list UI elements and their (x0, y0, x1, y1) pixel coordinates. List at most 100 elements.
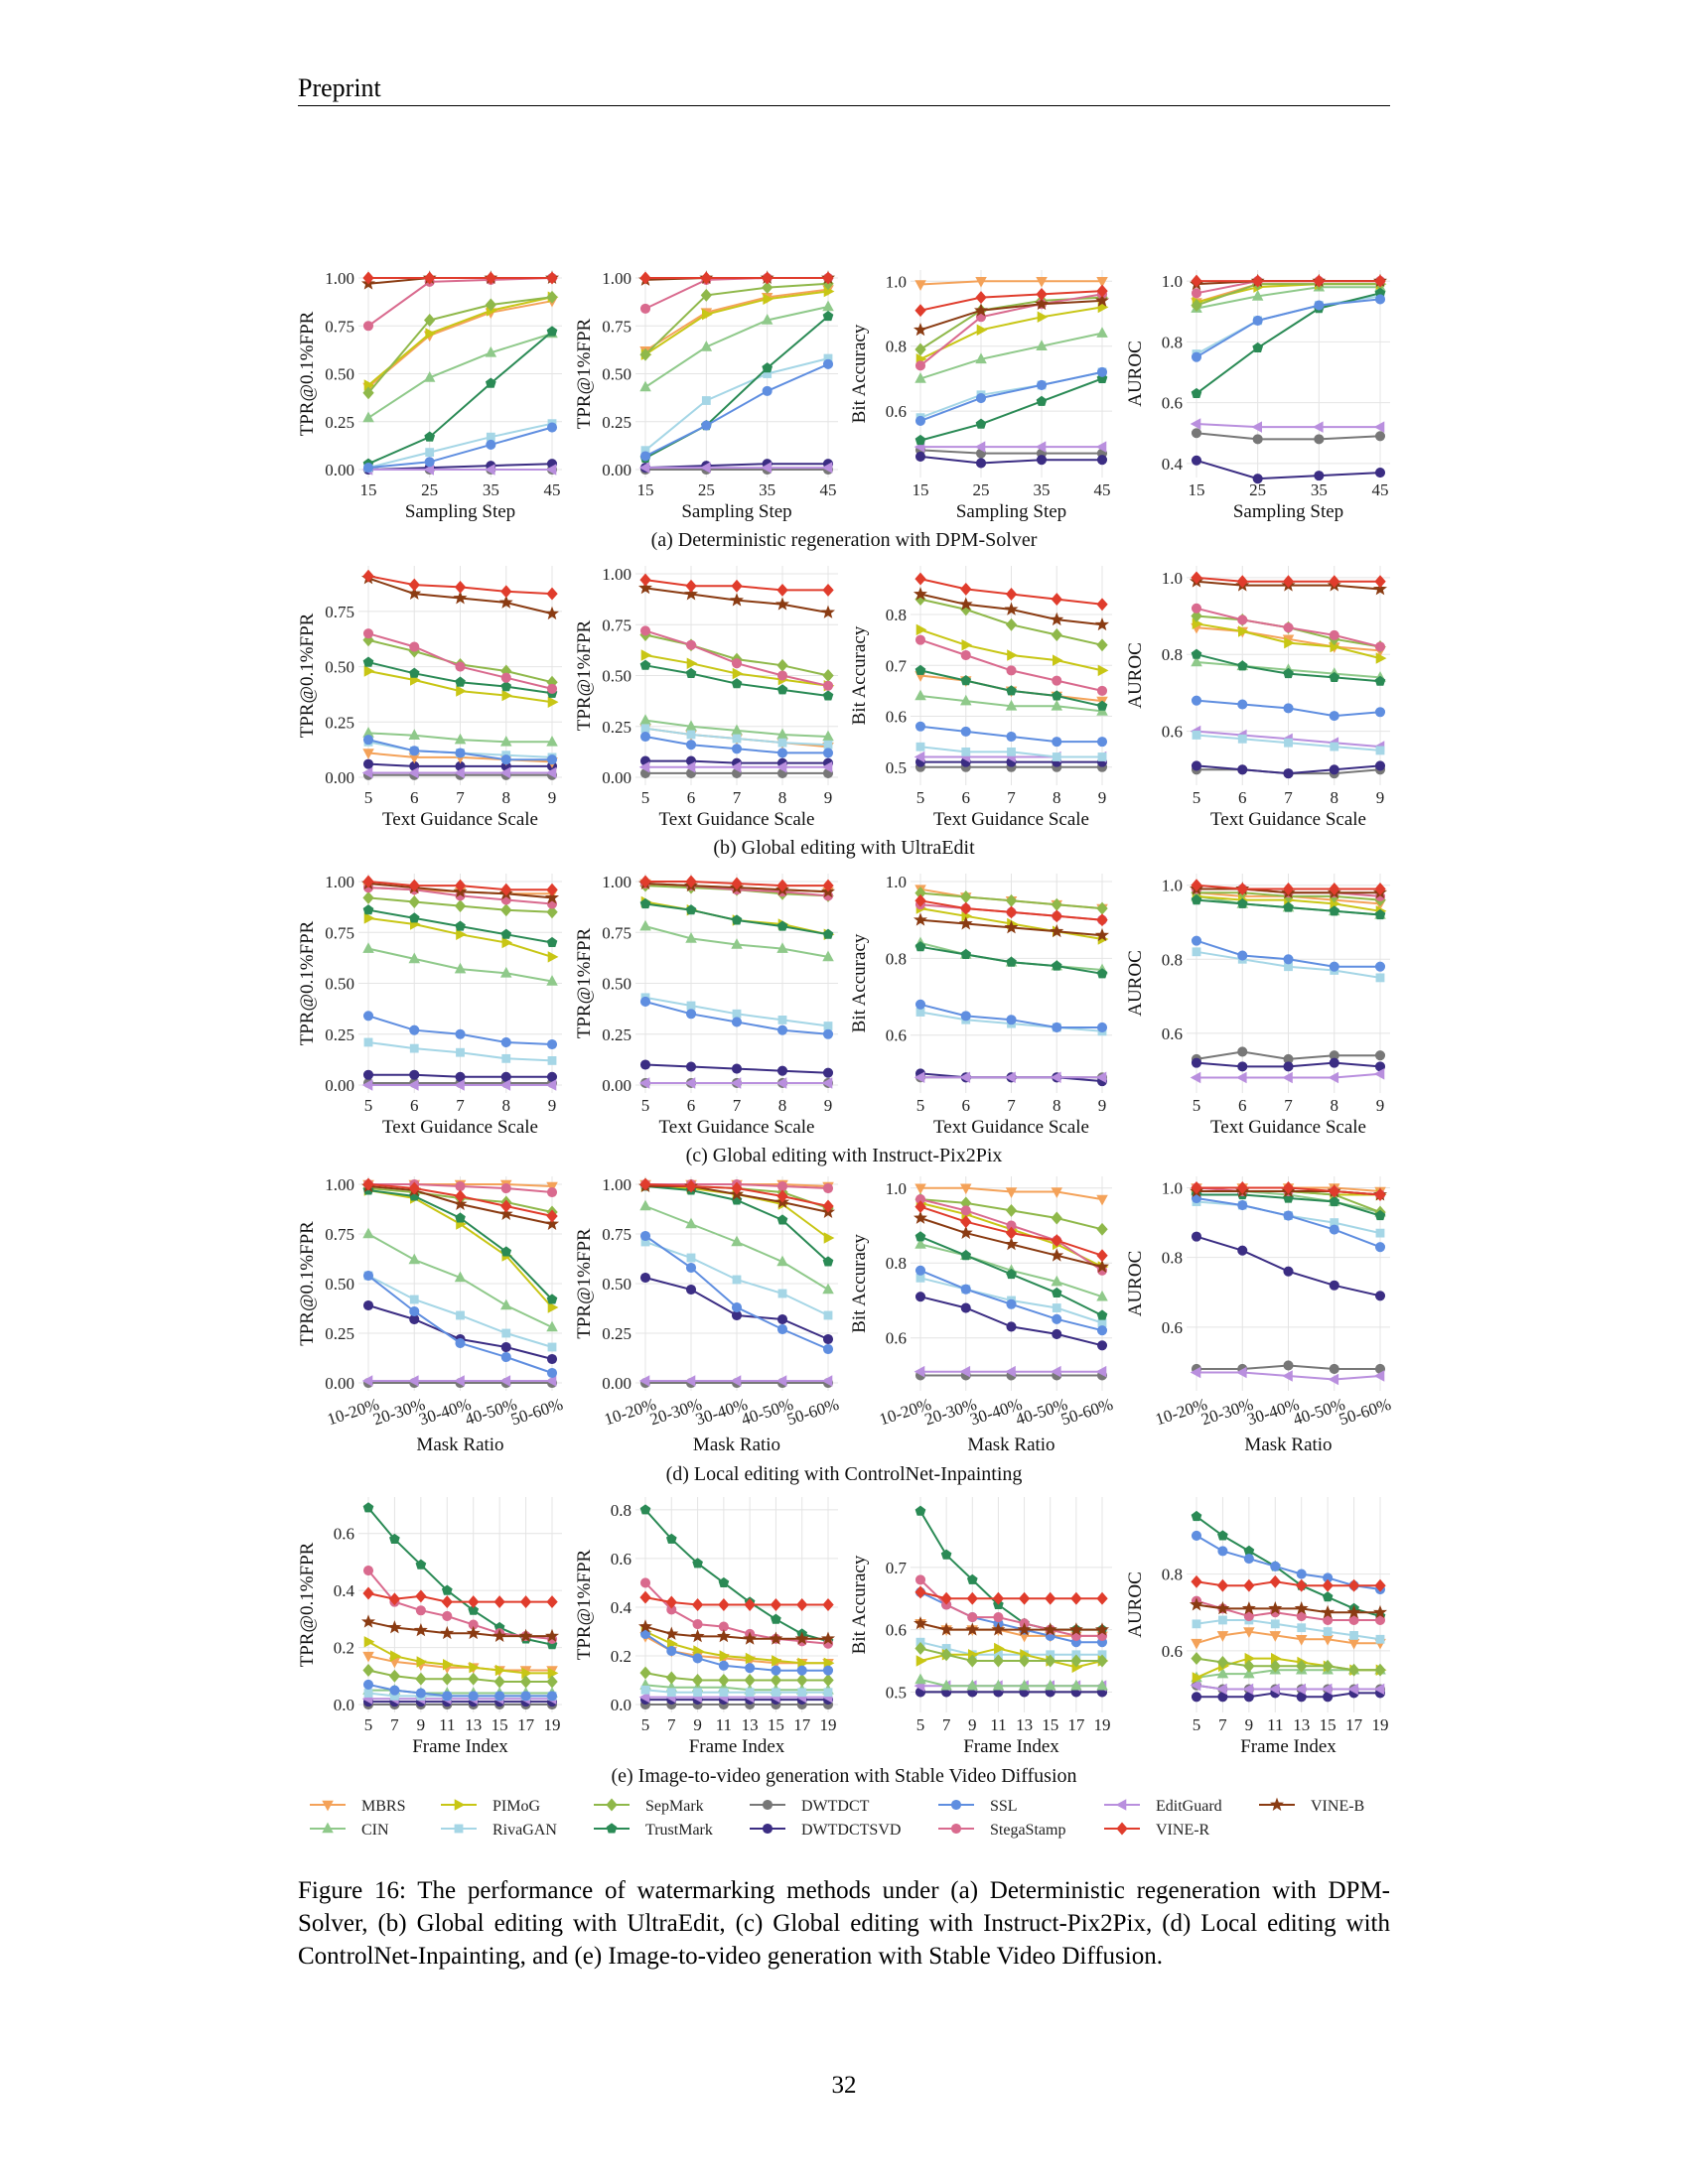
data-point (1189, 1597, 1204, 1611)
data-point (1070, 1654, 1082, 1668)
data-point (638, 462, 650, 474)
series-line (367, 426, 553, 470)
data-point (1191, 760, 1202, 771)
data-point (454, 879, 467, 892)
data-point (361, 766, 373, 779)
data-point (500, 1071, 511, 1082)
x-tick-label: 8 (1053, 788, 1061, 807)
data-point (639, 347, 651, 361)
data-point (1096, 1340, 1108, 1351)
legend-marker (322, 1800, 334, 1812)
x-tick-label: 17 (517, 1715, 535, 1734)
data-point (1237, 1046, 1248, 1057)
data-point (914, 451, 926, 462)
legend-item-cin: CIN (310, 1822, 389, 1839)
data-point (821, 462, 833, 474)
y-tick-label: 0.75 (602, 317, 632, 336)
data-point (1191, 1692, 1202, 1703)
series-line (919, 370, 1103, 422)
data-point (390, 1650, 401, 1662)
data-point (416, 1656, 428, 1668)
data-point (1036, 287, 1048, 301)
data-point (731, 914, 743, 925)
series-line (1196, 295, 1381, 355)
data-point (501, 936, 513, 949)
data-point (699, 462, 711, 474)
data-point (546, 1209, 558, 1223)
data-point (958, 916, 973, 930)
data-point (1270, 1561, 1281, 1571)
data-point (776, 1024, 788, 1035)
series-stegastamp (1191, 603, 1386, 652)
data-point (389, 1685, 400, 1696)
data-point (691, 1598, 704, 1611)
series-vine-r (362, 1177, 558, 1223)
data-point (1191, 299, 1202, 313)
data-point (1215, 1601, 1230, 1615)
data-point (975, 352, 987, 364)
data-point (1094, 1622, 1110, 1636)
x-tick-label: 45 (1094, 480, 1111, 499)
data-point (456, 1310, 465, 1320)
data-point (519, 1595, 532, 1609)
y-axis-label: TPR@1%FPR (574, 1549, 595, 1660)
series-vine-r (1191, 274, 1386, 288)
data-point (729, 593, 745, 607)
data-point (966, 1573, 978, 1584)
x-tick-label: 9 (417, 1715, 426, 1734)
y-tick-label: 0.8 (1162, 333, 1183, 351)
data-point (547, 1342, 557, 1352)
data-point (639, 451, 651, 462)
data-point (718, 1598, 730, 1611)
data-point (1005, 1071, 1016, 1084)
data-point (389, 1533, 400, 1544)
y-axis-label: Bit Accuracy (849, 1234, 870, 1333)
series-vine-r (362, 1586, 558, 1609)
data-point (686, 1253, 696, 1263)
x-tick-label: 35 (483, 480, 499, 499)
data-point (408, 895, 420, 908)
data-point (718, 1576, 730, 1587)
data-point (639, 625, 651, 636)
series-line (644, 1630, 828, 1665)
x-axis-label: Mask Ratio (967, 1434, 1055, 1455)
data-point (454, 1271, 467, 1283)
data-point (409, 1024, 420, 1035)
x-tick-label: 8 (778, 788, 787, 807)
data-point (1051, 1287, 1062, 1297)
data-point (958, 597, 973, 611)
data-point (1218, 1615, 1227, 1625)
data-point (441, 1595, 453, 1609)
series-ssl (639, 996, 834, 1039)
chart-row-4: 0.000.250.500.751.0010-20%20-30%30-40%40… (297, 1175, 1393, 1485)
y-tick-label: 0.6 (334, 1525, 354, 1544)
data-point (639, 996, 651, 1008)
x-tick-label: 19 (1372, 1715, 1389, 1734)
data-point (685, 1262, 697, 1274)
panel-3-2: 0.00 0.25 0.50 0.75 1.00 5 6 7 8 9 Text Guidance S… (574, 873, 838, 1138)
figure-caption: Figure 16: The performance of watermarki… (298, 1877, 1390, 1970)
data-point (362, 1069, 374, 1080)
series-stegastamp (362, 628, 558, 694)
data-point (1094, 1259, 1110, 1273)
data-point (362, 890, 374, 904)
y-tick-label: 0.4 (334, 1581, 355, 1600)
x-tick-label: 15 (1189, 480, 1205, 499)
series-ssl (362, 1270, 558, 1379)
data-point (1252, 474, 1263, 484)
series-trustmark (1191, 648, 1386, 686)
legend-marker (322, 1822, 334, 1834)
legend-item-sepmark: SepMark (594, 1798, 704, 1815)
data-point (639, 1272, 651, 1284)
data-point (1096, 1679, 1108, 1691)
x-tick-label: 6 (962, 1096, 971, 1115)
data-point (820, 1631, 836, 1645)
series-ssl (639, 1628, 834, 1676)
data-point (1053, 654, 1063, 666)
x-tick-label: 11 (1267, 1715, 1283, 1734)
data-point (1322, 1659, 1334, 1673)
y-axis-label: AUROC (1125, 950, 1146, 1017)
data-point (960, 1302, 971, 1313)
series-vine-r (1191, 1181, 1386, 1201)
data-point (362, 904, 374, 915)
